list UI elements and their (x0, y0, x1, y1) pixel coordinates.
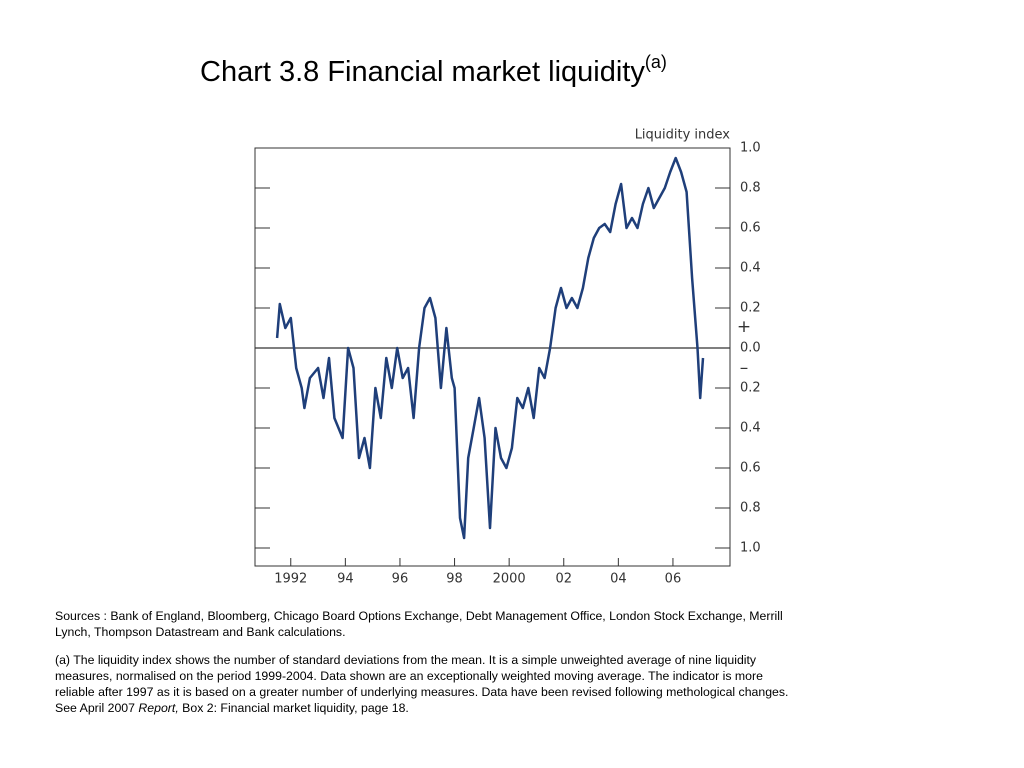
y-tick-label: 0.2 (740, 301, 761, 316)
chart-title: Chart 3.8 Financial market liquidity(a) (200, 52, 667, 88)
y-tick-label: 0.6 (740, 461, 761, 476)
title-superscript: (a) (645, 52, 667, 72)
sign-label: + (737, 317, 751, 337)
y-tick-label: 0.8 (740, 181, 761, 196)
x-tick-label: 96 (392, 572, 409, 587)
y-tick-label: 1.0 (740, 141, 761, 156)
y-tick-label: 0.0 (740, 341, 761, 356)
y-tick-label: 0.8 (740, 501, 761, 516)
y-tick-label: 0.4 (740, 261, 761, 276)
x-tick-label: 04 (610, 572, 627, 587)
x-tick-label: 02 (555, 572, 572, 587)
y-axis-label: Liquidity index (635, 128, 731, 143)
y-tick-label: 0.6 (740, 221, 761, 236)
plot-frame (254, 147, 731, 567)
footnote-text: (a) The liquidity index shows the number… (55, 653, 789, 715)
footnote-italic: Report, (138, 701, 179, 715)
footnote: (a) The liquidity index shows the number… (55, 652, 790, 716)
chart: Chart 3.8 Financial market liquidity(a) … (200, 52, 761, 587)
y-tick-label: 0.2 (740, 381, 761, 396)
sign-label: – (740, 358, 749, 378)
x-tick-label: 94 (337, 572, 354, 587)
x-tick-label: 2000 (493, 572, 526, 587)
y-tick-label: 0.4 (740, 421, 761, 436)
sources: Sources : Bank of England, Bloomberg, Ch… (55, 609, 783, 639)
data-line (275, 156, 705, 540)
footnote-text: Box 2: Financial market liquidity, page … (178, 701, 409, 715)
x-tick-label: 98 (446, 572, 463, 587)
title-text: Chart 3.8 Financial market liquidity (200, 56, 645, 88)
y-tick-label: 1.0 (740, 541, 761, 556)
x-tick-label: 06 (665, 572, 682, 587)
x-tick-label: 1992 (274, 572, 307, 587)
